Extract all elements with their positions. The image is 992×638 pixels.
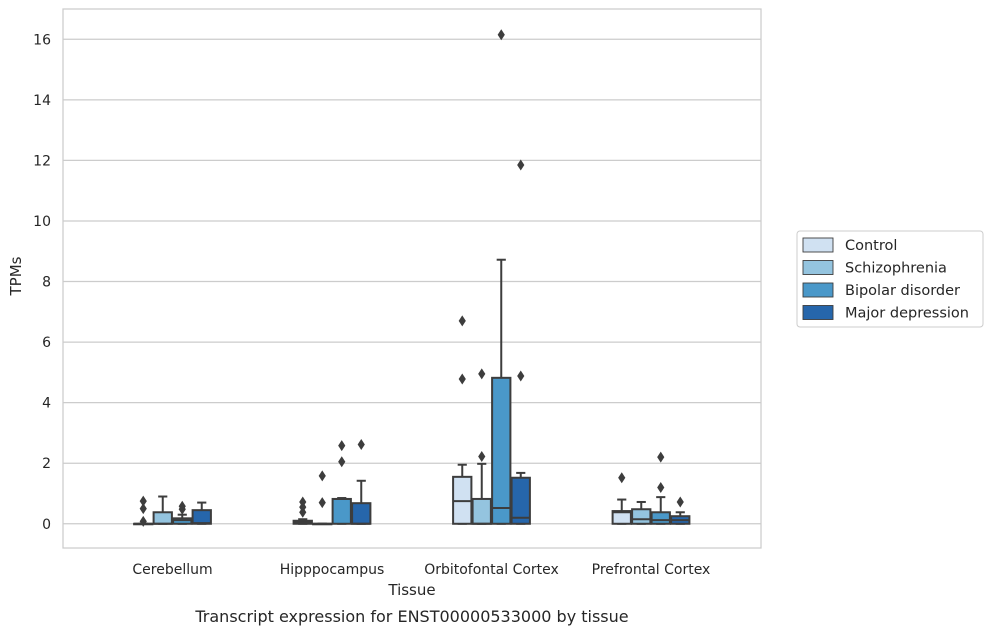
box-schizophrenia — [631, 500, 652, 525]
legend-swatch — [802, 237, 834, 253]
box-major-depression — [670, 496, 691, 525]
outlier-point — [618, 472, 626, 484]
legend-label: Schizophrenia — [845, 261, 947, 277]
box-body — [471, 497, 492, 525]
box-body — [631, 508, 652, 525]
outlier-point — [517, 370, 525, 382]
outlier-point — [657, 451, 665, 463]
box-series — [133, 29, 691, 527]
box-body — [510, 476, 531, 525]
legend: Control Schizophrenia Bipolar disorder Majo… — [796, 230, 984, 328]
outlier-point — [478, 368, 486, 380]
y-axis-title: TPMs — [7, 256, 25, 296]
box-bipolar-disorder — [650, 451, 671, 525]
box-major-depression — [191, 501, 212, 525]
outlier-point — [338, 440, 346, 452]
box-major-depression — [351, 438, 372, 525]
y-tick-label: 16 — [33, 32, 51, 48]
outlier-point — [517, 159, 525, 171]
outlier-point — [318, 470, 326, 482]
x-tick-labels: Cerebellum Hipppocampus Orbitofontal Corte… — [132, 562, 710, 578]
outlier-point — [318, 497, 326, 509]
outlier-point — [676, 496, 684, 508]
legend-swatch — [802, 305, 834, 320]
legend-frame — [796, 230, 984, 328]
y-tick-labels: 0 2 4 6 8 10 12 14 16 — [33, 32, 51, 532]
outlier-point — [139, 503, 147, 515]
outlier-point — [497, 29, 505, 41]
box-body — [491, 376, 512, 525]
outlier-point — [299, 506, 307, 518]
box-schizophrenia — [152, 495, 173, 525]
box-schizophrenia — [471, 368, 492, 525]
box-bipolar-disorder — [172, 500, 193, 525]
outlier-point — [178, 503, 186, 515]
legend-swatch — [802, 282, 834, 298]
box-body — [650, 511, 671, 525]
box-bipolar-disorder — [491, 29, 512, 525]
box-body — [351, 502, 372, 525]
legend-label: Control — [845, 238, 897, 254]
outlier-point — [357, 438, 365, 450]
outlier-point — [458, 373, 466, 385]
x-tick-label: Cerebellum — [132, 562, 212, 578]
y-tick-label: 4 — [42, 396, 51, 412]
box-control — [452, 315, 473, 525]
outlier-point — [139, 515, 147, 527]
x-tick-label: Hipppocampus — [280, 562, 385, 578]
outlier-point — [478, 451, 486, 463]
box-bipolar-disorder — [331, 440, 352, 525]
box-major-depression — [510, 159, 531, 525]
y-tick-label: 12 — [33, 153, 51, 169]
x-axis-title: Tissue — [387, 581, 435, 599]
y-tick-label: 8 — [42, 275, 51, 291]
chart-caption: Transcript expression for ENST0000053300… — [194, 607, 628, 626]
box-body — [611, 510, 632, 525]
plot-frame — [62, 8, 762, 549]
y-tick-label: 2 — [42, 456, 51, 472]
outlier-point — [139, 495, 147, 507]
box-body — [331, 497, 352, 525]
legend-swatch — [802, 260, 834, 275]
outlier-point — [338, 456, 346, 468]
box-control — [133, 495, 154, 527]
outlier-point — [458, 315, 466, 327]
x-tick-label: Prefrontal Cortex — [592, 562, 711, 578]
y-tick-label: 14 — [33, 93, 51, 109]
y-tick-label: 0 — [42, 517, 51, 533]
legend-label: Major depression — [845, 306, 969, 322]
y-tick-label: 10 — [33, 214, 51, 230]
box-body — [191, 509, 212, 525]
outlier-point — [657, 481, 665, 493]
box-control — [292, 496, 313, 525]
y-tick-label: 6 — [42, 335, 51, 351]
box-body — [152, 511, 173, 525]
box-schizophrenia — [312, 470, 333, 526]
box-control — [611, 472, 632, 525]
x-tick-label: Orbitofontal Cortex — [424, 562, 559, 578]
legend-label: Bipolar disorder — [845, 283, 960, 299]
